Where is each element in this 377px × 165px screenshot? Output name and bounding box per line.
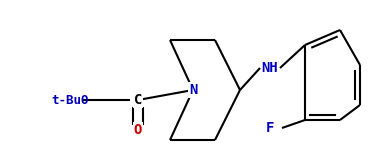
- Text: N: N: [189, 83, 197, 97]
- Text: C: C: [134, 93, 142, 107]
- Text: F: F: [266, 121, 274, 135]
- Text: NH: NH: [262, 61, 278, 75]
- Text: t-BuO: t-BuO: [51, 94, 89, 106]
- Text: O: O: [134, 123, 142, 137]
